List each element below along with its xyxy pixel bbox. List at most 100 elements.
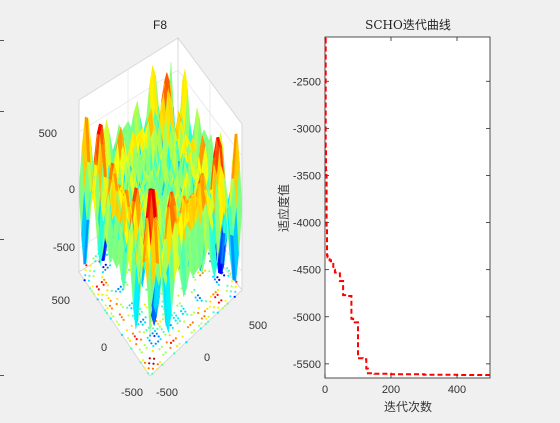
contour-mark [106, 284, 109, 287]
y-tick-label: 500 [52, 295, 70, 307]
contour-mark [118, 313, 121, 316]
contour-mark [164, 351, 167, 354]
contour-mark [199, 274, 202, 277]
contour-mark [128, 304, 131, 307]
contour-mark [125, 329, 128, 332]
contour-mark [213, 278, 216, 281]
contour-mark [204, 269, 207, 272]
contour-mark [104, 263, 107, 266]
contour-mark [109, 264, 112, 267]
contour-mark [100, 281, 103, 284]
contour-mark [175, 314, 178, 317]
contour-mark [156, 322, 159, 325]
contour-mark [147, 367, 150, 370]
contour-mark [173, 352, 176, 355]
contour-mark [120, 333, 124, 336]
contour-mark [97, 293, 100, 296]
contour-mark [193, 288, 196, 291]
contour-mark [104, 309, 107, 312]
y-tick-label: -5000 [293, 312, 321, 324]
contour-mark [194, 278, 197, 281]
contour-mark [156, 363, 159, 366]
contour-mark [89, 264, 92, 267]
contour-mark [229, 295, 232, 298]
contour-mark [173, 311, 176, 314]
contour-mark [176, 304, 179, 307]
contour-mark [88, 274, 91, 277]
contour-mark [102, 283, 105, 286]
contour-mark [172, 339, 175, 342]
contour-mark [220, 299, 223, 302]
convergence-axes: SCHO迭代曲线 -2500-3000-3500-4000-4500-5000-… [276, 18, 491, 414]
contour-mark [200, 317, 203, 320]
contour-mark [159, 360, 162, 363]
contour-mark [139, 320, 142, 323]
contour-mark [83, 279, 86, 282]
contour-mark [177, 294, 180, 297]
contour-mark [226, 302, 229, 305]
contour-mark [180, 310, 183, 313]
contour-mark [153, 357, 156, 360]
contour-mark [102, 266, 105, 269]
contour-mark [151, 349, 154, 353]
contour-mark [189, 323, 192, 326]
contour-mark [148, 339, 151, 342]
contour-mark [119, 290, 122, 293]
contour-mark [159, 338, 162, 341]
contour-mark [197, 324, 201, 327]
contour-mark [183, 320, 186, 323]
contour-mark [119, 303, 123, 306]
contour-mark [97, 288, 100, 291]
contour-mark [197, 306, 200, 310]
x-ticks: -500 0 500 [156, 320, 267, 399]
contour-mark [218, 278, 221, 281]
contour-mark [106, 266, 109, 269]
z-tick-label: 500 [39, 128, 57, 140]
contour-mark [115, 302, 118, 306]
contour-mark [100, 298, 104, 301]
contour-mark [146, 336, 149, 339]
x-tick-label: 200 [382, 384, 400, 396]
x-tick-label: 0 [322, 384, 328, 396]
x-axis-label: 迭代次数 [384, 399, 432, 414]
contour-mark [193, 329, 196, 332]
contour-mark [140, 351, 143, 354]
contour-mark [84, 269, 87, 272]
contour-mark [144, 321, 147, 324]
contour-mark [133, 335, 136, 338]
contour-mark [109, 299, 112, 302]
z-tick-label: 0 [69, 184, 75, 196]
contour-mark [226, 267, 229, 270]
contour-mark [138, 330, 141, 333]
contour-mark [101, 293, 104, 296]
contour-mark [142, 318, 145, 321]
y-tick-label: -3000 [293, 123, 321, 135]
contour-mark [223, 274, 226, 277]
contour-mark [176, 322, 179, 325]
contour-mark [186, 313, 189, 316]
contour-mark [178, 302, 181, 305]
contour-mark [151, 367, 155, 370]
contour-mark [158, 348, 161, 351]
contour-mark [178, 342, 181, 345]
edge-tick [0, 40, 4, 41]
contour-mark [148, 357, 151, 360]
contour-mark [197, 271, 200, 274]
x-tick-label: -500 [156, 387, 178, 399]
contour-mark [185, 341, 188, 344]
contour-mark [88, 269, 92, 272]
contour-mark [130, 324, 133, 327]
contour-mark [184, 310, 187, 313]
contour-mark [145, 288, 148, 291]
contour-mark [169, 341, 173, 344]
contour-mark [141, 323, 144, 326]
contour-mark [105, 294, 108, 297]
contour-mark [217, 306, 220, 309]
contour-mark [87, 279, 90, 282]
contour-mark [190, 331, 193, 334]
contour-mark [104, 268, 107, 271]
contour-mark [92, 257, 95, 260]
contour-mark [190, 291, 193, 294]
contour-mark [200, 322, 203, 325]
contour-mark [169, 324, 172, 327]
